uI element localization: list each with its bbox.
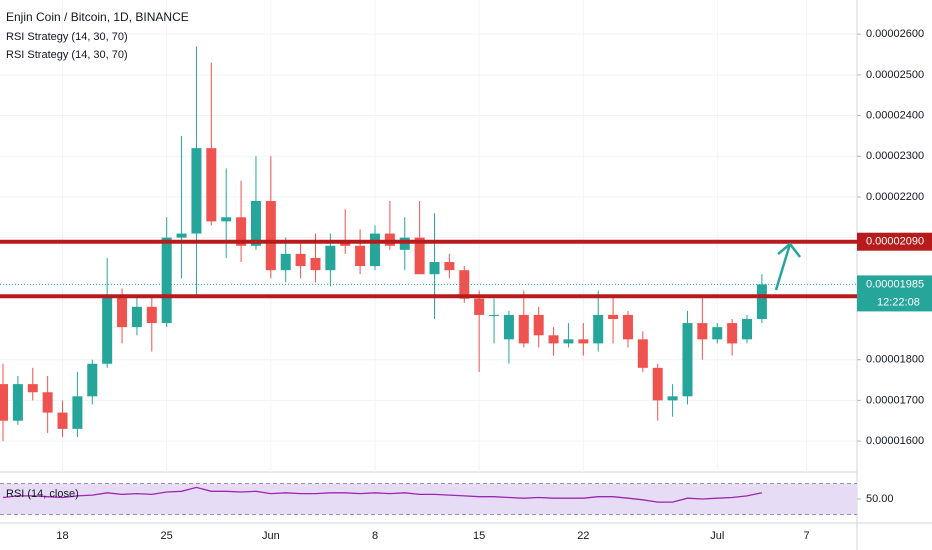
arrow-shaft bbox=[774, 243, 792, 291]
x-tick-label: 18 bbox=[56, 530, 68, 542]
price-line-label: 0.00002090 bbox=[866, 236, 924, 248]
y-tick-label: 0.00002300 bbox=[866, 150, 924, 162]
x-tick-label: 15 bbox=[473, 530, 485, 542]
candle-body bbox=[489, 314, 500, 316]
candle-body bbox=[280, 253, 291, 271]
candle-body bbox=[444, 262, 455, 271]
y-tick-label: 0.00002400 bbox=[866, 109, 924, 121]
candle-body bbox=[370, 233, 380, 267]
candle-body bbox=[117, 294, 128, 328]
candle-body bbox=[608, 314, 619, 320]
candle-body bbox=[191, 148, 202, 234]
candle-body bbox=[206, 148, 217, 222]
candle-body bbox=[756, 284, 767, 320]
countdown: 12:22:08 bbox=[877, 296, 920, 308]
candle-body bbox=[429, 262, 440, 275]
candle-body bbox=[265, 201, 276, 271]
candle-body bbox=[652, 367, 663, 401]
candle-body bbox=[325, 245, 336, 271]
candle-body bbox=[682, 323, 693, 397]
candle-body bbox=[399, 237, 410, 250]
candle-body bbox=[57, 412, 68, 429]
candle-body bbox=[727, 323, 738, 344]
candle-body bbox=[176, 233, 187, 238]
y-tick-label: 0.00001800 bbox=[866, 354, 924, 366]
candle-body bbox=[637, 339, 648, 368]
candle-body bbox=[459, 270, 470, 299]
y-tick-label: 0.00002200 bbox=[866, 191, 924, 203]
candle-body bbox=[622, 314, 633, 340]
y-tick-label: 0.00002500 bbox=[866, 69, 924, 81]
candle-body bbox=[27, 384, 38, 393]
x-tick-label: 8 bbox=[372, 530, 378, 542]
candle-body bbox=[12, 384, 23, 421]
candle-body bbox=[742, 319, 752, 340]
candle-body bbox=[667, 396, 678, 401]
candle-body bbox=[355, 245, 366, 267]
x-tick-label: Jun bbox=[262, 530, 280, 542]
x-tick-label: 7 bbox=[803, 530, 809, 542]
candle-body bbox=[712, 327, 723, 340]
y-tick-label: 0.00001600 bbox=[866, 435, 924, 447]
rsi-line bbox=[2, 486, 763, 503]
candle-body bbox=[221, 217, 232, 222]
candle-body bbox=[474, 298, 485, 315]
candle-body bbox=[593, 314, 604, 344]
x-tick-label: Jul bbox=[710, 530, 724, 542]
candle-body bbox=[42, 392, 53, 413]
price-line-tag bbox=[857, 232, 932, 251]
rsi-band bbox=[0, 483, 857, 515]
y-tick-label: 0.00001700 bbox=[866, 394, 924, 406]
candle-body bbox=[250, 201, 261, 246]
candle-body bbox=[414, 237, 425, 275]
candle-body bbox=[102, 294, 113, 364]
y-tick-label: 50.00 bbox=[866, 493, 894, 505]
indicator-label: RSI Strategy (14, 30, 70) bbox=[6, 31, 128, 43]
candle-body bbox=[384, 233, 395, 246]
candle-body bbox=[146, 306, 157, 324]
arrow-head bbox=[777, 242, 801, 258]
arrow bbox=[774, 242, 801, 291]
indicator-label: RSI Strategy (14, 30, 70) bbox=[6, 49, 128, 61]
candle-body bbox=[563, 339, 574, 344]
candle-body bbox=[87, 363, 98, 397]
candle-body bbox=[131, 306, 142, 328]
x-tick-label: 25 bbox=[161, 530, 173, 542]
candle-body bbox=[236, 217, 247, 246]
chart-title: Enjin Coin / Bitcoin, 1D, BINANCE bbox=[6, 10, 189, 24]
candle-body bbox=[161, 237, 172, 324]
candle-body bbox=[295, 253, 306, 267]
candle-body bbox=[310, 257, 321, 271]
candle-body bbox=[578, 339, 589, 344]
candle-body bbox=[518, 314, 529, 344]
candle-body bbox=[340, 241, 351, 246]
rsi-label: RSI (14, close) bbox=[6, 488, 79, 500]
x-tick-label: 22 bbox=[577, 530, 589, 542]
candle-body bbox=[697, 323, 708, 340]
candle-body bbox=[0, 384, 8, 421]
last-price-tag bbox=[857, 275, 932, 312]
last-price-label: 0.00001985 bbox=[866, 278, 924, 290]
candle-body bbox=[503, 314, 514, 340]
candle-body bbox=[72, 396, 83, 429]
candle-body bbox=[533, 314, 544, 336]
y-tick-label: 0.00002600 bbox=[866, 28, 924, 40]
candle-body bbox=[548, 335, 559, 344]
